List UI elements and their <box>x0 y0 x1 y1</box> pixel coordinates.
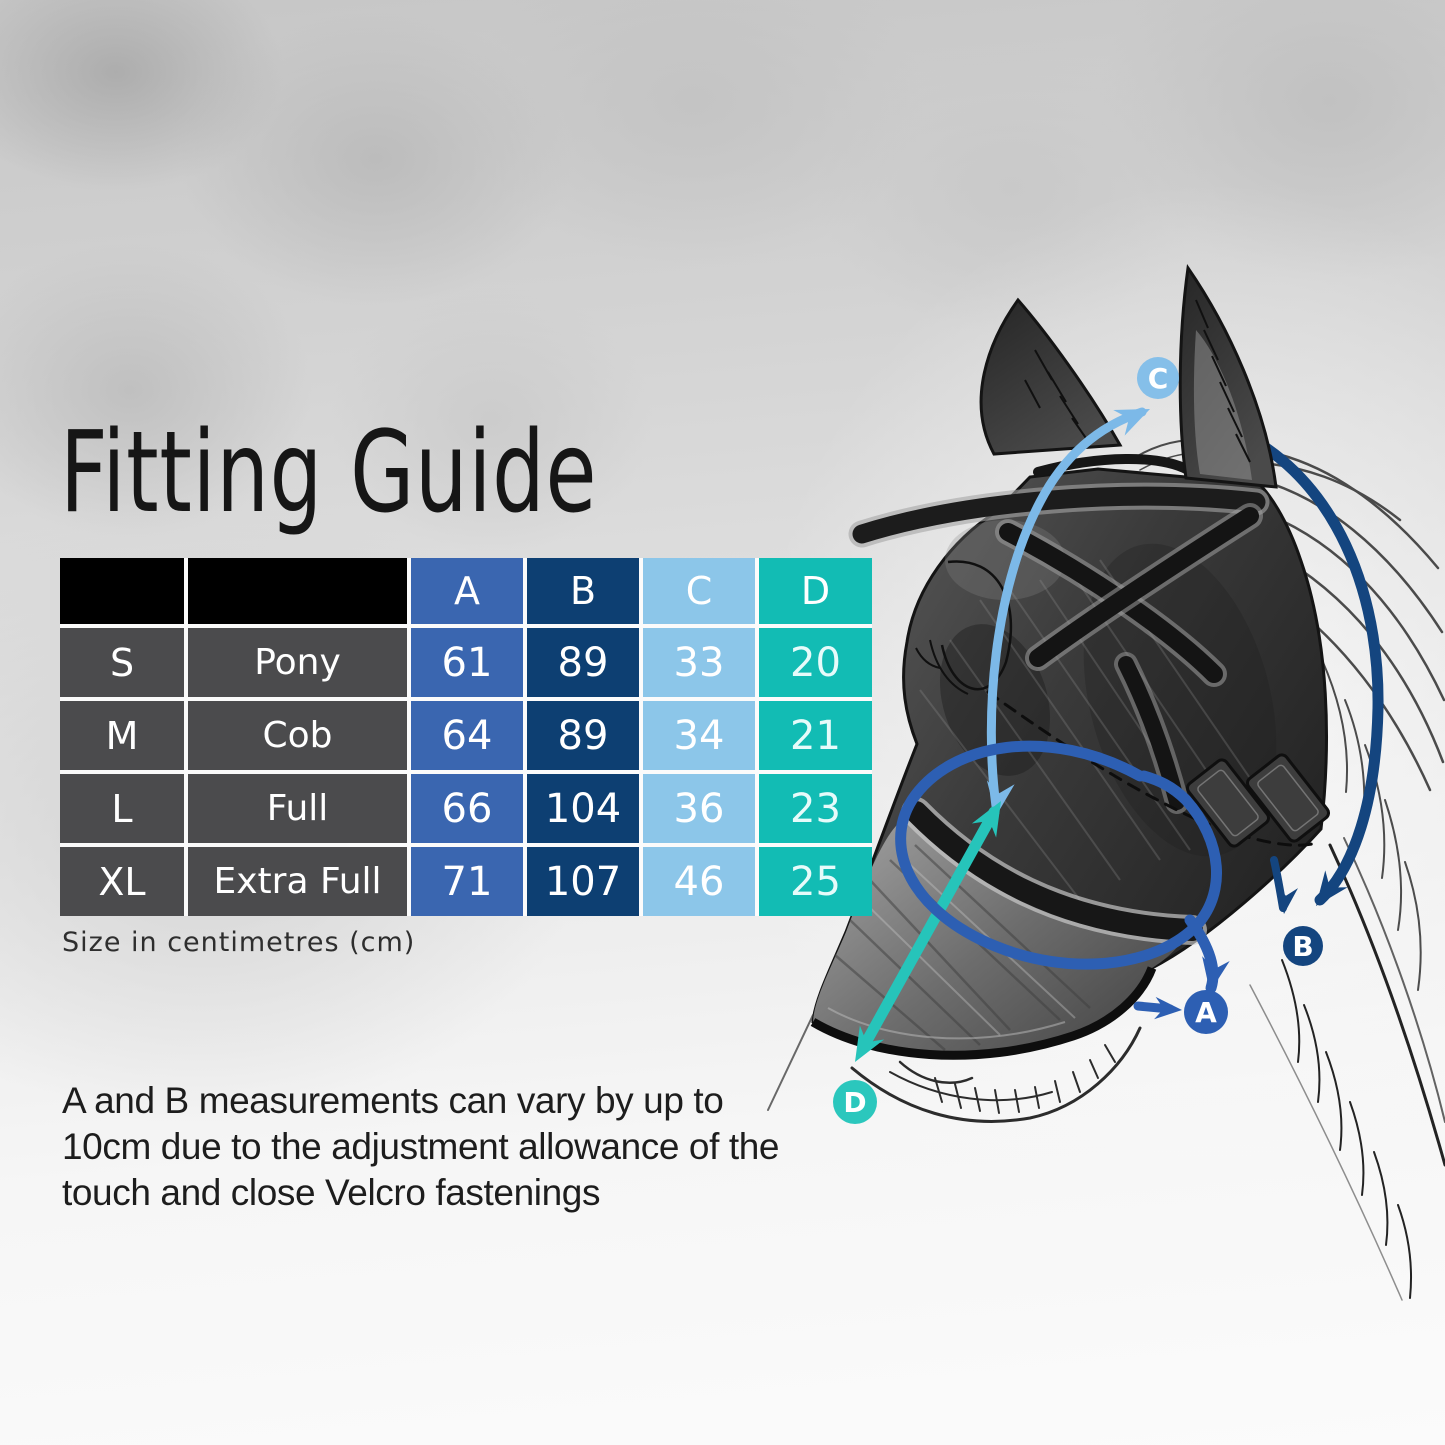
column-header-d: D <box>759 558 872 624</box>
page-title: Fitting Guide <box>60 408 598 538</box>
value-b: 104 <box>527 774 639 843</box>
marker-c-label: C <box>1148 362 1169 395</box>
size-unit-note: Size in centimetres (cm) <box>62 927 416 958</box>
measurement-footnote: A and B measurements can vary by up to 1… <box>62 1078 779 1216</box>
value-d: 23 <box>759 774 872 843</box>
measure-arrows <box>855 407 1348 1062</box>
marker-d-label: D <box>843 1086 866 1119</box>
value-a: 66 <box>411 774 523 843</box>
marker-d <box>833 1080 877 1124</box>
measure-markers: C A B D <box>833 357 1323 1124</box>
size-label: M <box>60 701 184 770</box>
size-label: XL <box>60 847 184 916</box>
value-b: 89 <box>527 701 639 770</box>
footnote-line: 10cm due to the adjustment allowance of … <box>62 1126 780 1167</box>
size-label: S <box>60 628 184 697</box>
value-a: 64 <box>411 701 523 770</box>
column-header-c: C <box>643 558 755 624</box>
measure-line-a <box>895 740 1222 970</box>
muzzle-sketch <box>767 1014 1142 1123</box>
value-c: 46 <box>643 847 755 916</box>
value-d: 21 <box>759 701 872 770</box>
column-header-b: B <box>527 558 639 624</box>
size-label: L <box>60 774 184 843</box>
value-b: 89 <box>527 628 639 697</box>
table-corner-cell <box>188 558 407 624</box>
value-c: 33 <box>643 628 755 697</box>
marker-a-label: A <box>1195 996 1217 1029</box>
marker-b <box>1283 926 1323 966</box>
table-corner-cell <box>60 558 184 624</box>
column-header-a: A <box>411 558 523 624</box>
size-name: Pony <box>188 628 407 697</box>
measure-line-b <box>1202 414 1384 906</box>
marker-b-label: B <box>1292 930 1313 963</box>
marker-a <box>1184 990 1228 1034</box>
neck-sketch <box>1249 837 1445 1301</box>
footnote-line: A and B measurements can vary by up to <box>62 1080 724 1121</box>
value-b: 107 <box>527 847 639 916</box>
value-d: 25 <box>759 847 872 916</box>
marker-c <box>1137 357 1179 399</box>
value-c: 36 <box>643 774 755 843</box>
value-d: 20 <box>759 628 872 697</box>
value-a: 71 <box>411 847 523 916</box>
value-a: 61 <box>411 628 523 697</box>
value-c: 34 <box>643 701 755 770</box>
ears <box>979 263 1278 489</box>
size-name: Cob <box>188 701 407 770</box>
measure-line-d <box>858 806 1000 1052</box>
size-table: A B C D S Pony 61 89 33 20 M Cob 64 89 3… <box>60 558 872 916</box>
measure-line-c <box>986 407 1147 811</box>
velcro-tabs <box>1185 753 1331 848</box>
footnote-line: touch and close Velcro fastenings <box>62 1172 601 1213</box>
size-name: Extra Full <box>188 847 407 916</box>
size-name: Full <box>188 774 407 843</box>
